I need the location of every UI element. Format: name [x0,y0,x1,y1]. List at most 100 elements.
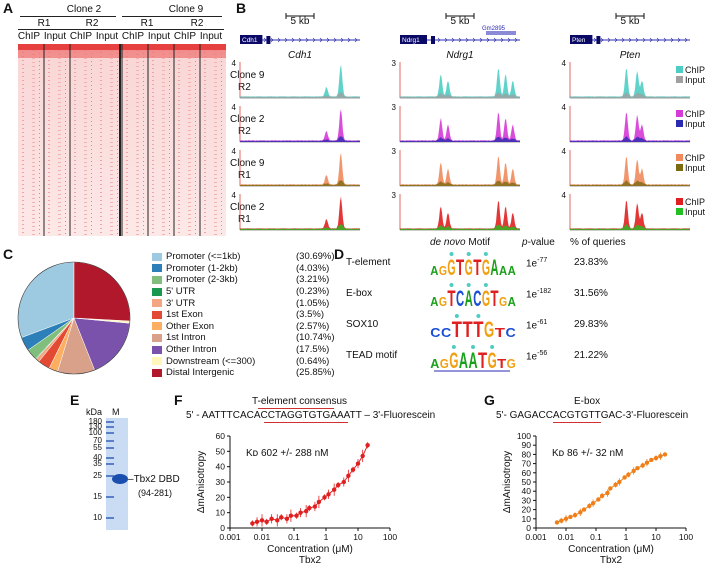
data-point [587,503,592,509]
panel-label-b: B [236,0,247,16]
pvalue-exponent: -77 [537,257,548,264]
pvalue-base: 1e [526,320,538,332]
kda-label: kDa [86,407,103,417]
legend-swatch-chip [676,66,683,73]
data-point [346,473,351,479]
strand-arrow [607,37,611,43]
data-point [312,504,318,509]
legend-percent: (1.05%) [296,297,330,309]
logo-letter: T [456,255,465,279]
scale-label: 5 kb [451,16,470,27]
legend-percent: (4.03%) [296,262,330,274]
f-probe-title: T-element consensus [252,396,348,407]
f-probe-underline [258,408,334,409]
motif-pvalue: 1e-182 [526,288,551,300]
clone-bracket [20,16,116,17]
track-row-label: Clone 2 [230,202,265,213]
data-point [269,516,274,521]
strand-arrow [493,37,497,43]
data-point [613,482,618,487]
logo-letter: A [499,263,508,278]
legend-swatch [152,264,162,273]
marker-label: 130 [88,422,102,431]
marker-band [106,457,114,459]
x-tick-label: 1 [324,532,329,542]
legend-swatch [152,345,162,354]
input-track [240,224,360,230]
data-point [335,482,341,488]
data-point [275,518,280,523]
input-track [570,136,690,142]
track-label: Input [199,31,223,42]
legend-percent: (17.5%) [296,344,330,356]
gel-lane [106,418,128,530]
legend-swatch [152,310,162,319]
data-point [322,495,327,500]
strand-arrow [291,37,295,43]
strand-arrow [319,37,323,43]
track-ymax: 4 [232,59,237,68]
marker-band [106,463,114,465]
gene-name: Cdh1 [288,50,312,61]
input-track [240,92,360,98]
data-point [608,486,613,491]
legend-percent: (2.57%) [296,320,330,332]
legend-swatch [152,252,162,261]
lane-label: M [112,407,120,417]
x-tick-label: 0.1 [288,532,300,542]
motif-pvalue: 1e-56 [526,350,547,362]
strand-arrow [593,37,597,43]
chip-track [570,200,690,230]
logo-letter: C [456,286,464,310]
data-point [303,508,309,514]
track-label: Input [95,31,119,42]
chip-track [570,157,690,186]
legend-label-input: Input [685,119,706,129]
pie-outline [17,261,131,375]
data-point [596,497,601,502]
data-point [331,487,337,492]
logo-letter: G [447,255,455,279]
legend-swatch [152,287,162,296]
input-track [400,136,520,142]
logo-letter: T [463,317,474,341]
logo-dot [490,345,495,349]
clone-label: Clone 9 [168,4,204,15]
track-ymax: 3 [392,59,397,68]
pie-legend-item: Distal Intergenic (25.85%) [152,367,335,379]
marker-band [106,475,114,477]
legend-category: 1st Exon [166,309,203,321]
data-point [365,443,370,448]
data-point [599,493,605,498]
strand-arrow [284,37,288,43]
logo-letter: A [430,294,439,309]
strand-arrow [479,37,483,43]
legend-swatch [152,275,162,284]
y-tick-label: 40 [216,462,226,472]
data-point [635,466,640,471]
x-tick-label: 100 [679,532,693,542]
strand-arrow [472,37,476,43]
logo-letter: T [490,286,499,310]
data-point [288,513,294,518]
marker-band [106,426,114,428]
x-tick-label: 0.01 [254,532,271,542]
y-tick-label: 40 [522,486,532,496]
logo-letter: G [449,348,458,372]
pie-legend-item: Promoter (2-3kb) (3.21%) [152,274,335,286]
logo-letter: T [495,325,505,340]
track-ymax: 3 [392,147,397,156]
clone-bracket [122,16,222,17]
input-track [400,224,520,230]
data-point [326,492,331,497]
x-axis-label: Concentration (μM) [568,544,654,555]
pvalue-exponent: -182 [537,288,552,295]
track-ymax: 4 [232,191,237,200]
legend-label-input: Input [685,207,706,217]
y-tick-label: 100 [517,431,531,441]
x-tick-label: 1 [624,532,629,542]
marker-band [106,517,114,519]
data-point [250,521,255,526]
strand-arrow [663,37,667,43]
